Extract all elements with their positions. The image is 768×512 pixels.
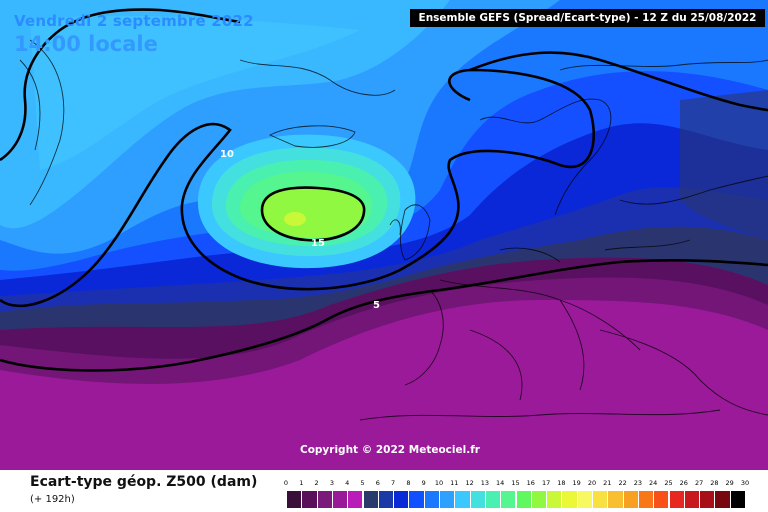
scale-swatch bbox=[377, 491, 394, 508]
scale-swatch bbox=[347, 491, 363, 508]
scale-tick: 16 bbox=[526, 479, 535, 487]
contour-label-15: 15 bbox=[311, 238, 325, 249]
scale-swatch bbox=[622, 491, 638, 508]
scale-swatch bbox=[484, 491, 501, 508]
scale-tick: 13 bbox=[480, 479, 490, 487]
scale-swatch bbox=[301, 491, 317, 508]
scale-swatch bbox=[530, 491, 547, 508]
scale-tick: 20 bbox=[587, 479, 597, 487]
scale-tick: 5 bbox=[360, 479, 365, 487]
scale-tick: 7 bbox=[391, 479, 396, 487]
scale-tick: 24 bbox=[649, 479, 658, 487]
scale-swatch bbox=[500, 491, 516, 508]
scale-tick: 11 bbox=[450, 479, 459, 487]
scale-tick: 15 bbox=[511, 479, 520, 487]
scale-swatch bbox=[561, 491, 577, 508]
scale-swatch bbox=[653, 491, 669, 508]
scale-swatch bbox=[286, 491, 302, 508]
map-canvas bbox=[0, 0, 768, 470]
scale-tick: 23 bbox=[633, 479, 643, 487]
scale-tick: 2 bbox=[314, 479, 319, 487]
scale-swatch bbox=[668, 491, 684, 508]
scale-tick: 26 bbox=[679, 479, 688, 487]
scale-tick: 17 bbox=[541, 479, 551, 487]
scale-swatch bbox=[515, 491, 531, 508]
scale-swatch bbox=[316, 491, 332, 508]
forecast-lead: (+ 192h) bbox=[30, 494, 75, 505]
forecast-time: 14:00 locale bbox=[14, 32, 158, 56]
spread-map: 10 15 5 Vendredi 2 septembre 2022 14:00 … bbox=[0, 0, 768, 470]
contour-label-10: 10 bbox=[220, 149, 234, 160]
scale-swatch bbox=[729, 491, 745, 508]
scale-swatch bbox=[423, 491, 439, 508]
scale-tick: 3 bbox=[329, 479, 334, 487]
scale-swatch bbox=[408, 491, 424, 508]
scale-tick: 22 bbox=[618, 479, 627, 487]
contour-label-5: 5 bbox=[373, 300, 380, 311]
scale-tick: 10 bbox=[434, 479, 444, 487]
scale-swatch bbox=[683, 491, 700, 508]
scale-tick: 25 bbox=[664, 479, 673, 487]
scale-swatch bbox=[393, 491, 409, 508]
scale-tick: 0 bbox=[283, 479, 289, 487]
scale-tick: 4 bbox=[345, 479, 350, 487]
scale-swatch bbox=[454, 491, 470, 508]
scale-swatch bbox=[592, 491, 608, 508]
scale-tick: 8 bbox=[406, 479, 411, 487]
scale-tick: 30 bbox=[740, 479, 750, 487]
scale-tick: 12 bbox=[465, 479, 474, 487]
variable-title: Ecart-type géop. Z500 (dam) bbox=[30, 474, 258, 490]
scale-tick: 28 bbox=[710, 479, 719, 487]
forecast-date: Vendredi 2 septembre 2022 bbox=[14, 12, 254, 30]
scale-swatch bbox=[714, 491, 730, 508]
scale-swatch bbox=[699, 491, 715, 508]
scale-swatch bbox=[607, 491, 623, 508]
scale-tick: 21 bbox=[603, 479, 612, 487]
scale-swatch bbox=[576, 491, 592, 508]
scale-tick: 29 bbox=[725, 479, 734, 487]
model-run-banner: Ensemble GEFS (Spread/Ecart-type) - 12 Z… bbox=[410, 9, 765, 27]
scale-tick: 14 bbox=[496, 479, 505, 487]
scale-tick: 27 bbox=[694, 479, 704, 487]
scale-swatch bbox=[637, 491, 654, 508]
scale-swatch bbox=[362, 491, 378, 508]
scale-swatch bbox=[439, 491, 455, 508]
scale-swatch bbox=[331, 491, 348, 508]
scale-tick: 19 bbox=[572, 479, 581, 487]
scale-swatch bbox=[546, 491, 562, 508]
scale-tick: 6 bbox=[375, 479, 380, 487]
scale-tick: 1 bbox=[299, 479, 304, 487]
scale-swatch bbox=[469, 491, 485, 508]
scale-tick: 9 bbox=[421, 479, 426, 487]
scale-tick: 18 bbox=[557, 479, 566, 487]
copyright-notice: Copyright © 2022 Meteociel.fr bbox=[300, 444, 480, 456]
